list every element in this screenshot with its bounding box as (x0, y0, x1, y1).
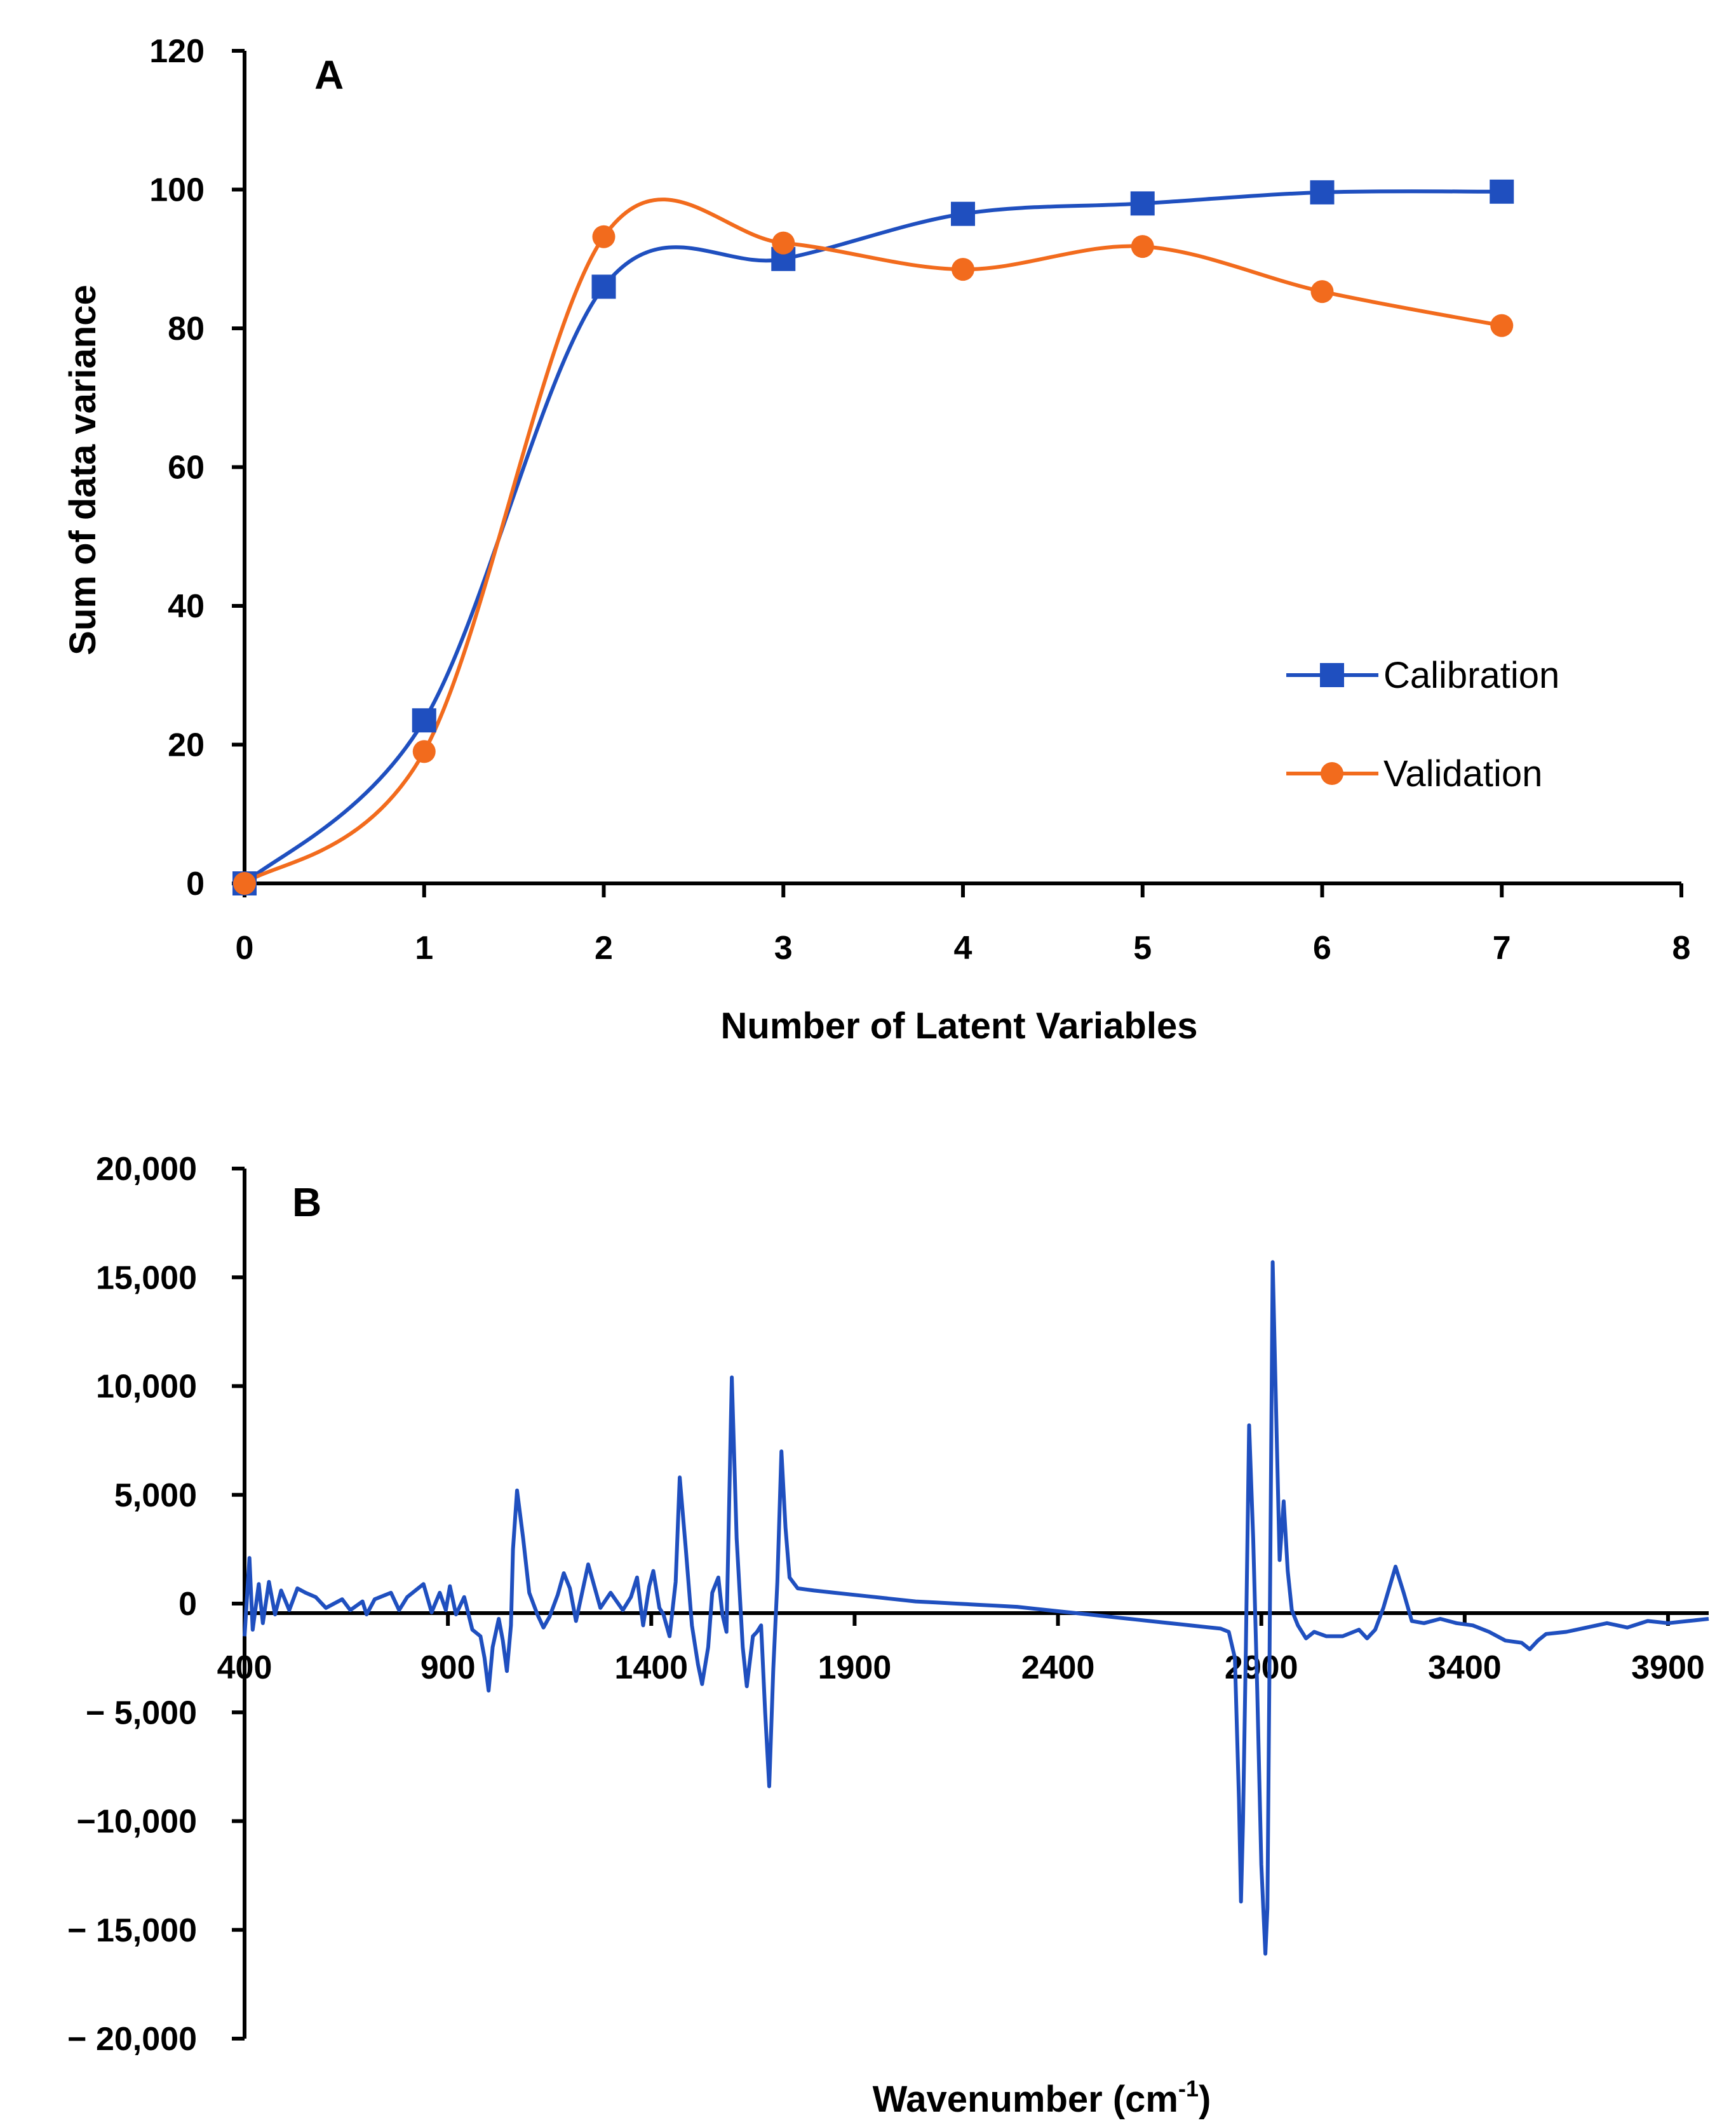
chart-a-x-tick-label: 4 (954, 930, 972, 967)
chart-a-legend-label-validation: Validation (1383, 753, 1542, 794)
chart-b-y-tick-label: 15,000 (96, 1259, 197, 1296)
chart-a-point-validation (1310, 280, 1334, 304)
chart-a-point-calibration (951, 201, 975, 226)
chart-a-x-tick-label: 8 (1672, 930, 1691, 967)
chart-b-y-tick-label: 20,000 (96, 1151, 197, 1188)
chart-a-x-tick-label: 2 (595, 930, 613, 967)
chart-b-panel-label: B (292, 1179, 321, 1225)
chart-b-x-axis-title-main: Wavenumber (cm (873, 2079, 1178, 2120)
chart-b-series-line (243, 1260, 1709, 1956)
chart-b-x-tick-label: 1900 (818, 1649, 892, 1686)
chart-a-x-tick-label: 1 (415, 930, 433, 967)
chart-a-point-validation (772, 231, 795, 255)
chart-a-x-tick-label: 6 (1313, 930, 1331, 967)
chart-a-x-axis-title: Number of Latent Variables (721, 1005, 1198, 1047)
chart-a-point-calibration (412, 708, 436, 733)
chart-a-series-line-validation (243, 198, 1502, 885)
chart-a-point-validation (233, 872, 256, 895)
chart-b-y-tick-label: −10,000 (77, 1804, 197, 1840)
chart-a-point-validation (1490, 314, 1514, 337)
chart-a-point-validation (412, 740, 436, 763)
chart-b-x-tick-label: 2400 (1021, 1649, 1095, 1686)
chart-b-y-tick-label: − 15,000 (67, 1912, 197, 1949)
chart-b-y-tick-label: 0 (178, 1586, 197, 1623)
chart-a-legend-label-calibration: Calibration (1383, 655, 1559, 696)
chart-b-y-tick-label: − 20,000 (67, 2021, 197, 2058)
chart-b-x-axis-title: Wavenumber (cm-1) (873, 2075, 1211, 2120)
chart-a-x-tick-label: 7 (1493, 930, 1511, 967)
chart-a: 0 20 40 60 80 100 120 0 1 2 3 4 5 6 7 8 A Number of La… (62, 33, 1690, 1047)
chart-a-y-tick-label: 100 (149, 172, 205, 209)
chart-b-x-axis-title-superscript: -1 (1178, 2075, 1199, 2102)
chart-a-legend-marker-validation (1321, 762, 1343, 785)
chart-b-x-tick-label: 3400 (1428, 1649, 1502, 1686)
chart-a-panel-label: A (314, 52, 344, 98)
chart-a-point-calibration (1310, 180, 1335, 204)
chart-a-legend-marker-calibration (1320, 663, 1344, 687)
chart-a-y-tick-label: 120 (149, 33, 205, 70)
chart-a-y-axis-title: Sum of data variance (62, 285, 104, 655)
chart-a-point-validation (1131, 235, 1154, 258)
chart-a-y-tick-label: 80 (168, 311, 205, 347)
chart-a-y-tick-label: 0 (186, 866, 205, 902)
chart-b-y-tick-label: 5,000 (114, 1477, 197, 1514)
chart-a-y-tick-label: 40 (168, 588, 205, 625)
chart-b-x-tick-label: 1400 (614, 1649, 688, 1686)
chart-a-point-calibration (1130, 191, 1155, 216)
chart-a-point-calibration (591, 274, 616, 299)
chart-b-x-tick-label: 400 (217, 1649, 273, 1686)
chart-b-x-axis-title-suffix: ) (1199, 2079, 1211, 2120)
chart-a-y-tick-label: 20 (168, 727, 205, 764)
chart-a-x-tick-label: 3 (774, 930, 793, 967)
chart-b-y-tick-label: 10,000 (96, 1369, 197, 1405)
chart-a-point-validation (952, 258, 974, 281)
chart-a-point-validation (592, 225, 616, 248)
chart-a-x-tick-label: 5 (1133, 930, 1152, 967)
chart-b-y-tick-label: − 5,000 (86, 1694, 197, 1731)
chart-b-x-tick-label: 3900 (1631, 1649, 1705, 1686)
chart-a-legend: Calibration Validation (1286, 655, 1559, 794)
chart-b-x-tick-label: 900 (421, 1649, 476, 1686)
chart-a-x-tick-label: 0 (236, 930, 254, 967)
chart-a-point-calibration (1490, 179, 1514, 204)
chart-b: 20,000 15,000 10,000 5,000 0 − 5,000 −10,000 − … (67, 1151, 1709, 2120)
chart-a-y-tick-label: 60 (168, 450, 205, 486)
